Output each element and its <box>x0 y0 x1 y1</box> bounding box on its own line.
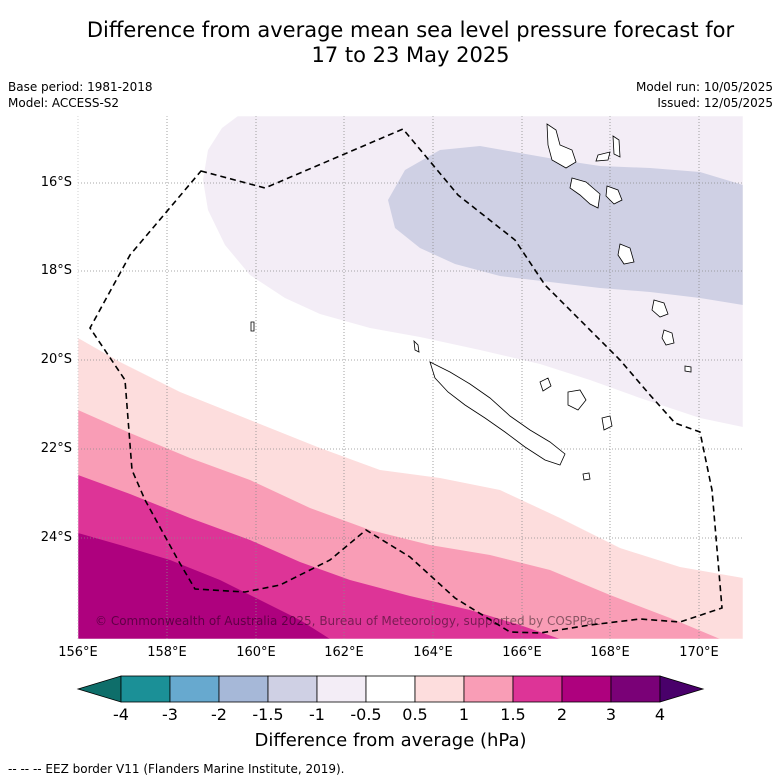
title-line-2: 17 to 23 May 2025 <box>311 43 510 67</box>
lon-label-156e: 156°E <box>58 645 98 660</box>
colorbar-cell <box>120 675 171 703</box>
base-period: Base period: 1981-2018 <box>8 80 153 94</box>
colorbar-cell <box>267 675 318 703</box>
colorbar-tick-label: -4 <box>113 705 129 724</box>
lon-label-158e: 158°E <box>147 645 187 660</box>
map-frame <box>77 115 744 640</box>
meta-left: Base period: 1981-2018 Model: ACCESS-S2 <box>8 79 153 111</box>
copyright-notice: © Commonwealth of Australia 2025, Bureau… <box>95 614 601 628</box>
colorbar-cell <box>218 675 269 703</box>
colorbar-cell <box>169 675 220 703</box>
lat-label-22s: 22°S <box>40 441 72 456</box>
eez-border <box>89 128 723 634</box>
lon-label-164e: 164°E <box>413 645 453 660</box>
colorbar-extend-low <box>76 675 122 703</box>
vanuatu-espiritu-santo <box>546 123 577 169</box>
map-title: Difference from average mean sea level p… <box>40 18 781 68</box>
colorbar-tick-label: 2 <box>556 705 568 724</box>
lat-label-20s: 20°S <box>40 352 72 367</box>
lon-label-166e: 166°E <box>502 645 542 660</box>
colorbar-tick-label: 1 <box>458 705 470 724</box>
colorbar-tick-label: 4 <box>654 705 666 724</box>
isle-of-pines <box>582 472 591 481</box>
colorbar-cell <box>316 675 367 703</box>
colorbar-cell <box>561 675 612 703</box>
colorbar-cell <box>512 675 563 703</box>
coastlines <box>250 123 692 481</box>
colorbar-cell <box>610 675 661 703</box>
lat-label-18s: 18°S <box>40 263 72 278</box>
issued-date: Issued: 12/05/2025 <box>657 96 773 110</box>
meta-right: Model run: 10/05/2025 Issued: 12/05/2025 <box>636 79 773 111</box>
colorbar-label: Difference from average (hPa) <box>254 730 527 751</box>
colorbar-extend-high <box>659 675 705 703</box>
lat-label-16s: 16°S <box>40 175 72 190</box>
eez-legend-footer: -- -- -- EEZ border V11 (Flanders Marine… <box>8 762 345 776</box>
lat-label-24s: 24°S <box>40 530 72 545</box>
title-line-1: Difference from average mean sea level p… <box>86 18 735 42</box>
region-2-to-3 <box>78 533 330 639</box>
colorbar-cell <box>365 675 416 703</box>
loyalty-islands <box>539 377 613 431</box>
colorbar-tick-label: 1.5 <box>500 705 526 724</box>
colorbar-tick-label: 0.5 <box>402 705 428 724</box>
colorbar-tick-label: -2 <box>211 705 227 724</box>
lon-label-160e: 160°E <box>236 645 276 660</box>
lon-label-168e: 168°E <box>590 645 630 660</box>
colorbar-cell <box>463 675 514 703</box>
new-caledonia-island <box>429 361 566 466</box>
colorbar-tick-label: -1.5 <box>252 705 284 724</box>
vanuatu-islands <box>569 135 692 373</box>
colorbar-cells <box>76 675 705 703</box>
colorbar-tick-label: -3 <box>162 705 178 724</box>
colorbar-tick-label: -1 <box>309 705 325 724</box>
model-name: Model: ACCESS-S2 <box>8 96 120 110</box>
lon-label-162e: 162°E <box>324 645 364 660</box>
lon-label-170e: 170°E <box>679 645 719 660</box>
colorbar-tick-label: 3 <box>605 705 617 724</box>
chesterfield-reefs <box>250 321 420 353</box>
colorbar-tick-label: -0.5 <box>350 705 382 724</box>
model-run: Model run: 10/05/2025 <box>635 80 773 94</box>
colorbar-cell <box>414 675 465 703</box>
region-neg-1.5-to-neg-1 <box>388 146 743 305</box>
